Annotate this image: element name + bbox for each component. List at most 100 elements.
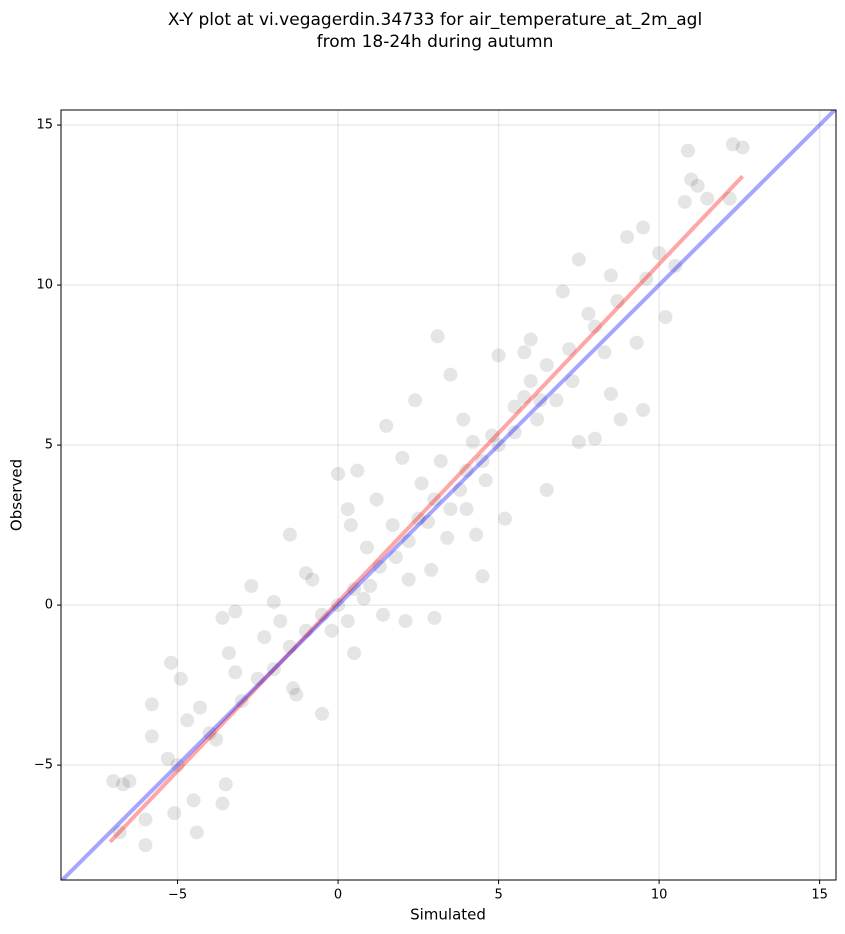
scatter-point <box>385 518 400 533</box>
scatter-point <box>340 614 355 629</box>
fit-line <box>108 174 745 844</box>
scatter-point <box>507 425 522 440</box>
scatter-point <box>491 348 506 363</box>
scatter-point <box>315 607 330 622</box>
scatter-point <box>414 476 429 491</box>
scatter-point <box>363 578 378 593</box>
scatter-point <box>735 140 750 155</box>
scatter-point <box>539 358 554 373</box>
scatter-point <box>372 559 387 574</box>
chart-title: X-Y plot at vi.vegagerdin.34733 for air_… <box>168 10 702 30</box>
scatter-point <box>122 774 137 789</box>
scatter-point <box>106 774 121 789</box>
scatter-point <box>340 502 355 517</box>
scatter-point <box>549 393 564 408</box>
scatter-point <box>597 345 612 360</box>
scatter-point <box>401 534 416 549</box>
y-tick-label: −5 <box>34 758 53 773</box>
scatter-point <box>250 671 265 686</box>
y-tick-label: 15 <box>36 118 53 133</box>
scatter-point <box>209 732 224 747</box>
scatter-point <box>620 230 635 245</box>
scatter-point <box>138 812 153 827</box>
scatter-point <box>581 306 596 321</box>
x-tick-label: 15 <box>811 888 828 903</box>
scatter-point <box>517 345 532 360</box>
scatter-point <box>507 399 522 414</box>
scatter-point <box>571 252 586 267</box>
scatter-point <box>218 777 233 792</box>
scatter-point <box>680 143 695 158</box>
scatter-point <box>305 572 320 587</box>
scatter-point <box>350 463 365 478</box>
scatter-point <box>610 294 625 309</box>
chart-subtitle: from 18-24h during autumn <box>317 32 554 52</box>
x-axis-label: Simulated <box>410 906 486 924</box>
scatter-point <box>343 518 358 533</box>
scatter-point <box>189 825 204 840</box>
scatter-point <box>359 540 374 555</box>
scatter-point <box>562 342 577 357</box>
y-tick-label: 5 <box>45 438 53 453</box>
y-tick-label: 10 <box>36 278 53 293</box>
scatter-point <box>668 258 683 273</box>
scatter-point <box>138 838 153 853</box>
scatter-point <box>571 434 586 449</box>
scatter-point <box>411 511 426 526</box>
scatter-point <box>443 367 458 382</box>
scatter-point <box>555 284 570 299</box>
scatter-point <box>539 482 554 497</box>
scatter-point <box>215 796 230 811</box>
scatter-point <box>722 191 737 206</box>
scatter-point <box>424 562 439 577</box>
scatter-point <box>379 418 394 433</box>
scatter-point <box>478 473 493 488</box>
scatter-point <box>347 582 362 597</box>
scatter-point <box>652 246 667 261</box>
y-tick-label: 0 <box>45 598 53 613</box>
grid <box>61 110 836 880</box>
scatter-point <box>401 572 416 587</box>
scatter-point <box>164 655 179 670</box>
scatter-point <box>636 402 651 417</box>
scatter-point <box>427 492 442 507</box>
scatter-point <box>186 793 201 808</box>
scatter-point <box>228 665 243 680</box>
scatter-point <box>453 482 468 497</box>
ticks: −5 0 5 10 15 −5 0 5 10 15 <box>34 118 828 903</box>
scatter-point <box>266 662 281 677</box>
scatter-point <box>221 646 236 661</box>
x-tick-label: 10 <box>651 888 668 903</box>
scatter-point <box>144 729 159 744</box>
scatter-point <box>725 137 740 152</box>
scatter-point <box>331 466 346 481</box>
scatter-point <box>324 623 339 638</box>
scatter-point <box>636 220 651 235</box>
x-tick-label: −5 <box>168 888 187 903</box>
scatter-point <box>193 700 208 715</box>
scatter-point <box>398 614 413 629</box>
scatter-point <box>173 671 188 686</box>
scatter-point <box>388 550 403 565</box>
scatter-point <box>491 438 506 453</box>
scatter-point <box>160 751 175 766</box>
scatter-point <box>180 713 195 728</box>
scatter-point <box>115 777 130 792</box>
scatter-point <box>427 610 442 625</box>
scatter-point <box>408 393 423 408</box>
scatter-point <box>244 578 259 593</box>
scatter-point <box>587 431 602 446</box>
scatter-point <box>485 428 500 443</box>
scatter-point <box>658 310 673 325</box>
axes-frame <box>60 109 837 881</box>
scatter-point <box>530 412 545 427</box>
scatter-point <box>475 454 490 469</box>
scatter-point <box>587 319 602 334</box>
scatter-point <box>298 566 313 581</box>
scatter-point <box>465 434 480 449</box>
scatter-point <box>613 412 628 427</box>
scatter-point <box>347 646 362 661</box>
scatter-point <box>228 604 243 619</box>
